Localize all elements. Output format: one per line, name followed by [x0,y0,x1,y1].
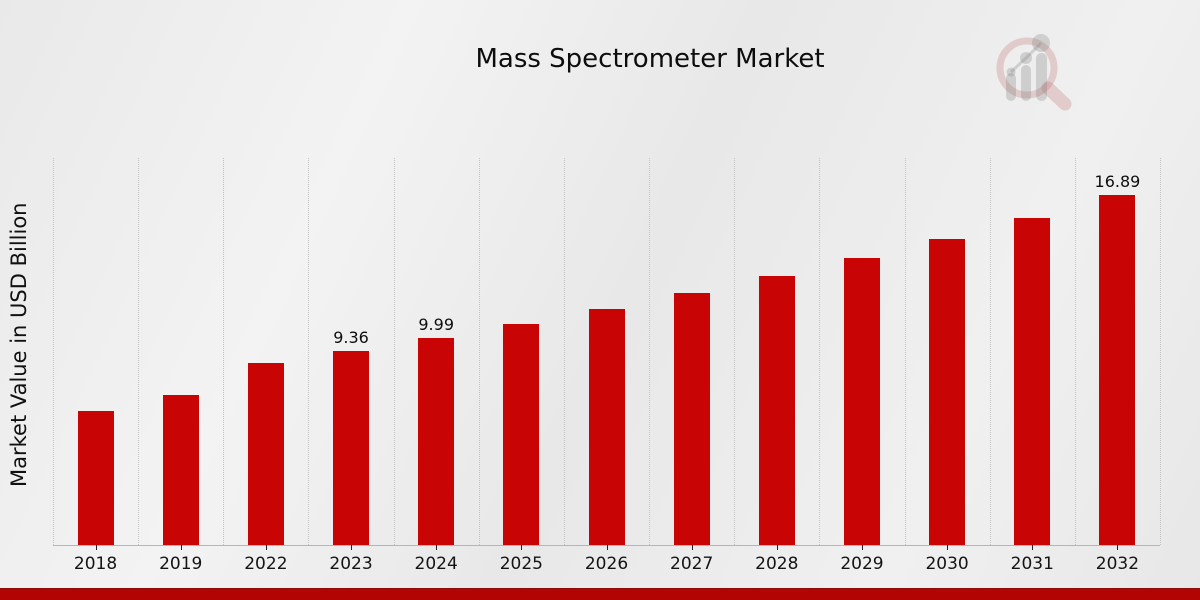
x-axis-tick [1032,545,1034,550]
x-axis-tick [436,545,438,550]
bar-2030 [929,239,966,545]
bar-2026 [588,309,625,545]
x-tick-label-2027: 2027 [670,554,714,574]
x-axis-tick [180,545,182,550]
bar-2031 [1014,218,1051,545]
x-tick-label-2026: 2026 [584,554,629,574]
gridline [478,158,480,545]
x-tick-label-2023: 2023 [329,554,373,574]
gridline [819,158,821,545]
x-axis-tick [95,545,97,550]
x-axis-tick [351,545,353,550]
x-tick-label-2022: 2022 [244,554,288,574]
gridline [138,158,140,545]
gridline [904,158,906,545]
gridline [1074,158,1076,545]
gridline [223,158,225,545]
bar-2029 [843,258,880,545]
bar-2018 [77,411,114,545]
bar-2025 [503,324,540,545]
plot-area: 2018 2019 2022 9.36 2023 9.99 2024 2025 2026 2027… [53,158,1161,574]
x-axis-tick [691,545,693,550]
data-label-2032: 16.89 [1094,172,1141,191]
bar-2028 [758,276,795,545]
x-tick-label-2031: 2031 [1010,554,1054,574]
x-axis-tick [265,545,267,550]
y-axis-title: Market Value in USD Billion [7,202,31,487]
bar-2022 [247,363,284,545]
x-axis-tick [776,545,778,550]
gridline [649,158,651,545]
chart-title: Mass Spectrometer Market [475,44,825,74]
x-tick-label-2032: 2032 [1095,554,1140,574]
bar-2023 [333,351,370,545]
bar-2019 [162,395,199,545]
gridline [53,158,54,545]
gridline [563,158,565,545]
gridline [734,158,736,545]
x-tick-label-2019: 2019 [159,554,203,574]
x-axis-tick [1117,545,1119,550]
bar-2027 [673,293,710,545]
bar-2024 [418,338,455,545]
x-tick-label-2028: 2028 [755,554,799,574]
x-axis-tick [861,545,863,550]
gridline [393,158,395,545]
x-axis-tick [606,545,608,550]
x-tick-label-2030: 2030 [925,554,969,574]
x-axis-tick [947,545,949,550]
x-tick-label-2025: 2025 [499,554,543,574]
x-tick-label-2029: 2029 [840,554,884,574]
gridline [1160,158,1161,545]
brand-logo-watermark [996,34,1072,111]
gridline [989,158,991,545]
footer-accent-bar [0,588,1200,600]
x-tick-label-2018: 2018 [73,554,118,574]
magnifier-chart-icon [996,34,1072,111]
x-axis-tick [521,545,523,550]
data-label-2023: 9.36 [333,328,369,347]
gridline [308,158,310,545]
x-tick-label-2024: 2024 [414,554,458,574]
data-label-2024: 9.99 [418,315,454,334]
bar-2032 [1099,195,1136,545]
